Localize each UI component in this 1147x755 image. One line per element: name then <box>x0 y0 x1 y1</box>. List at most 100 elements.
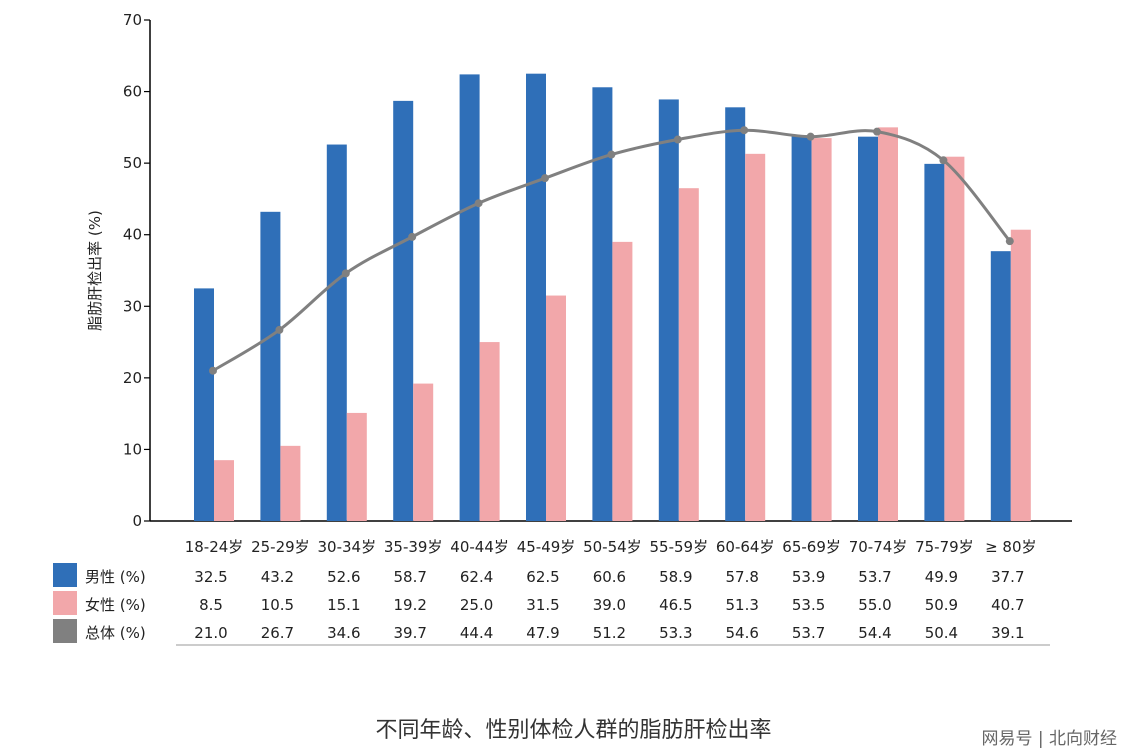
point-total <box>209 366 217 375</box>
table-value: 37.7 <box>991 568 1024 586</box>
bar-female <box>546 295 566 521</box>
table-value: 10.5 <box>261 596 294 614</box>
table-value: 54.6 <box>725 624 758 642</box>
point-total <box>1005 237 1014 246</box>
table-value: 34.6 <box>327 624 360 642</box>
y-tick-label: 60 <box>123 83 142 101</box>
bar-female <box>479 342 500 521</box>
y-axis-label: 脂肪肝检出率 (%) <box>86 210 104 331</box>
point-total <box>474 199 483 208</box>
bar-male <box>592 87 613 521</box>
table-value: 49.9 <box>925 568 958 586</box>
bar-female <box>346 412 367 521</box>
x-tick-label: ≥ 80岁 <box>985 538 1036 556</box>
bar-female <box>878 127 898 521</box>
y-tick-label: 0 <box>132 512 142 530</box>
legend-swatch <box>53 591 77 615</box>
table-value: 54.4 <box>858 624 891 642</box>
point-total <box>939 156 948 165</box>
point-total <box>873 127 881 136</box>
table-value: 39.1 <box>991 624 1024 642</box>
table-value: 53.7 <box>792 624 825 642</box>
table-value: 62.5 <box>526 568 559 586</box>
bar-male <box>990 251 1011 521</box>
point-total <box>607 150 616 159</box>
bar-female <box>214 460 234 521</box>
table-value: 40.7 <box>991 596 1024 614</box>
table-value: 44.4 <box>460 624 493 642</box>
y-tick-label: 20 <box>123 369 142 387</box>
y-tick-label: 50 <box>123 154 142 172</box>
bar-female <box>280 445 301 521</box>
bar-female <box>413 383 434 521</box>
bar-male <box>924 163 945 521</box>
x-tick-label: 18-24岁 <box>185 538 244 556</box>
table-value: 46.5 <box>659 596 692 614</box>
bar-male <box>393 100 414 521</box>
x-tick-label: 30-34岁 <box>318 538 377 556</box>
table-value: 58.7 <box>393 568 426 586</box>
table-value: 53.7 <box>858 568 891 586</box>
y-tick-label: 70 <box>123 11 142 29</box>
y-tick-label: 40 <box>123 226 142 244</box>
table-value: 31.5 <box>526 596 559 614</box>
point-total <box>275 325 284 334</box>
bar-male <box>526 73 546 521</box>
x-tick-label: 50-54岁 <box>583 538 642 556</box>
table-value: 43.2 <box>261 568 294 586</box>
table-value: 8.5 <box>199 596 223 614</box>
table-value: 60.6 <box>593 568 626 586</box>
point-total <box>408 232 417 241</box>
table-value: 58.9 <box>659 568 692 586</box>
bar-male <box>260 211 281 521</box>
bar-male <box>658 99 679 522</box>
chart-caption: 不同年龄、性别体检人群的脂肪肝检出率 <box>375 718 772 743</box>
bar-female <box>678 188 699 521</box>
bar-male <box>791 135 812 522</box>
x-tick-label: 60-64岁 <box>716 538 775 556</box>
bar-female <box>1010 229 1031 521</box>
table-value: 51.2 <box>593 624 626 642</box>
point-total <box>673 135 682 144</box>
bar-male <box>194 288 214 521</box>
chart: 0 10 20 30 40 50 60 70 脂肪肝检出率 (%) 18-24岁 25-29岁 30-… <box>53 11 1072 646</box>
legend-swatch <box>53 619 77 643</box>
table-value: 62.4 <box>460 568 493 586</box>
table-value: 39.0 <box>593 596 626 614</box>
point-total <box>806 132 815 141</box>
table-value: 21.0 <box>194 624 227 642</box>
legend-swatch <box>53 563 77 587</box>
x-tick-label: 70-74岁 <box>849 538 908 556</box>
bar-male <box>459 74 480 521</box>
bar-female <box>745 153 766 522</box>
table-value: 47.9 <box>526 624 559 642</box>
y-tick-label: 30 <box>123 297 142 315</box>
bar-female <box>811 138 832 522</box>
table-value: 53.5 <box>792 596 825 614</box>
x-tick-label: 55-59岁 <box>650 538 709 556</box>
x-tick-label: 35-39岁 <box>384 538 443 556</box>
table-value: 19.2 <box>393 596 426 614</box>
table-value: 25.0 <box>460 596 493 614</box>
table-value: 52.6 <box>327 568 360 586</box>
bar-male <box>725 107 746 522</box>
table-value: 39.7 <box>393 624 426 642</box>
watermark: 网易号 | 北向财经 <box>981 729 1117 749</box>
table-value: 26.7 <box>261 624 294 642</box>
point-total <box>740 126 749 135</box>
table-value: 50.9 <box>925 596 958 614</box>
table-value: 32.5 <box>194 568 227 586</box>
table-value: 51.3 <box>725 596 758 614</box>
y-tick-label: 10 <box>123 440 142 458</box>
bar-female <box>612 241 633 521</box>
x-tick-label: 40-44岁 <box>450 538 509 556</box>
bar-female <box>944 156 965 522</box>
bar-male <box>858 136 878 521</box>
x-tick-label: 65-69岁 <box>782 538 841 556</box>
point-total <box>341 269 350 278</box>
x-tick-label: 45-49岁 <box>517 538 576 556</box>
legend-label: 男性 (%) <box>85 568 146 586</box>
legend-label: 女性 (%) <box>85 596 146 614</box>
table-value: 15.1 <box>327 596 360 614</box>
table-value: 53.3 <box>659 624 692 642</box>
